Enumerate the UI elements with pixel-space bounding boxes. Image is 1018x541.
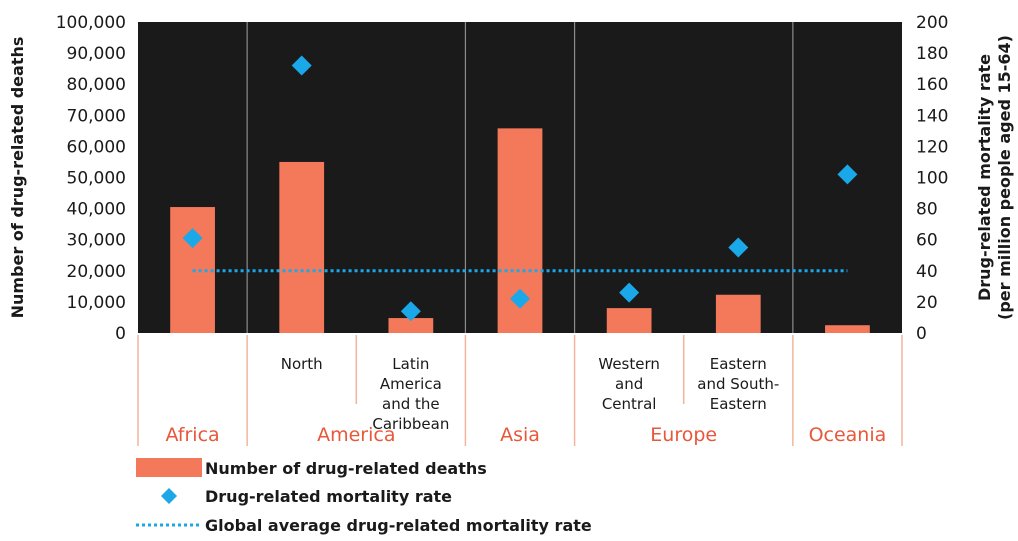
bar-4 [606, 308, 652, 333]
left-axis-ticks: 0 10,000 20,000 30,000 40,000 50,000 60,000 70,… [56, 13, 126, 344]
right-tick-label: 180 [916, 44, 948, 64]
legend-bar-swatch [136, 458, 202, 477]
bar-5 [715, 294, 761, 333]
subregion-label: and [615, 375, 643, 393]
left-tick-label: 20,000 [67, 262, 126, 282]
left-tick-label: 60,000 [67, 137, 126, 157]
region-label: Oceania [809, 424, 887, 446]
right-tick-label: 100 [916, 169, 948, 189]
right-tick-label: 140 [916, 106, 948, 126]
region-label: Europe [650, 424, 717, 446]
subregion-label: America [380, 375, 442, 393]
right-tick-label: 40 [916, 262, 938, 282]
region-label: Asia [500, 424, 540, 446]
left-tick-label: 40,000 [67, 200, 126, 220]
right-tick-label: 0 [916, 324, 927, 344]
rate-marker-5 [728, 237, 749, 258]
subregion-label: Caribbean [372, 415, 449, 433]
left-tick-label: 30,000 [67, 231, 126, 251]
left-tick-label: 90,000 [67, 44, 126, 64]
subregion-label: Western [598, 355, 660, 373]
category-brackets [137, 335, 903, 446]
right-axis-ticks: 0 20 40 60 80 100 120 140 160 180 200 [916, 13, 948, 344]
right-axis-title-line2: (per million people aged 15-64) [995, 35, 1014, 320]
left-tick-label: 10,000 [67, 293, 126, 313]
rate-marker-1 [291, 55, 312, 76]
bar-6 [825, 325, 870, 333]
subregion-label: Central [602, 395, 657, 413]
right-tick-label: 120 [916, 137, 948, 157]
left-tick-label: 80,000 [67, 75, 126, 95]
right-tick-label: 20 [916, 293, 938, 313]
legend: Number of drug-related deaths Drug-relat… [136, 458, 592, 535]
left-tick-label: 50,000 [67, 169, 126, 189]
subregion-label: and South- [697, 375, 779, 393]
right-tick-label: 200 [916, 13, 948, 33]
region-label: America [317, 424, 395, 446]
legend-marker-swatch [161, 488, 177, 504]
right-tick-label: 80 [916, 200, 938, 220]
left-tick-label: 0 [115, 324, 126, 344]
rate-marker-3 [510, 288, 530, 309]
subregion-label: Latin [392, 355, 429, 373]
subregion-label: North [281, 355, 323, 373]
rate-marker-4 [619, 282, 640, 303]
subregion-labels: North Latin America and the Caribbean Western… [281, 355, 780, 433]
legend-bar-label: Number of drug-related deaths [205, 459, 487, 478]
left-axis-title: Number of drug-related deaths [8, 37, 27, 319]
left-tick-label: 100,000 [56, 13, 126, 33]
rate-marker-0 [182, 228, 203, 249]
legend-marker-label: Drug-related mortality rate [205, 487, 452, 506]
subregion-label: and the [382, 395, 440, 413]
rate-marker-6 [837, 164, 858, 185]
right-axis-title-line1: Drug-related mortality rate [975, 54, 994, 301]
subregion-label: Eastern [710, 355, 767, 373]
category-separators [246, 22, 794, 333]
bar-2 [388, 318, 434, 333]
right-tick-label: 60 [916, 231, 938, 251]
rate-markers [182, 55, 858, 322]
region-label: Africa [165, 424, 219, 446]
subregion-label: Eastern [710, 395, 767, 413]
region-labels: Africa America Asia Europe Oceania [165, 424, 886, 446]
left-tick-label: 70,000 [67, 106, 126, 126]
bar-1 [279, 161, 325, 333]
rate-marker-2 [400, 301, 421, 322]
legend-line-label: Global average drug-related mortality ra… [205, 516, 592, 535]
right-tick-label: 160 [916, 75, 948, 95]
